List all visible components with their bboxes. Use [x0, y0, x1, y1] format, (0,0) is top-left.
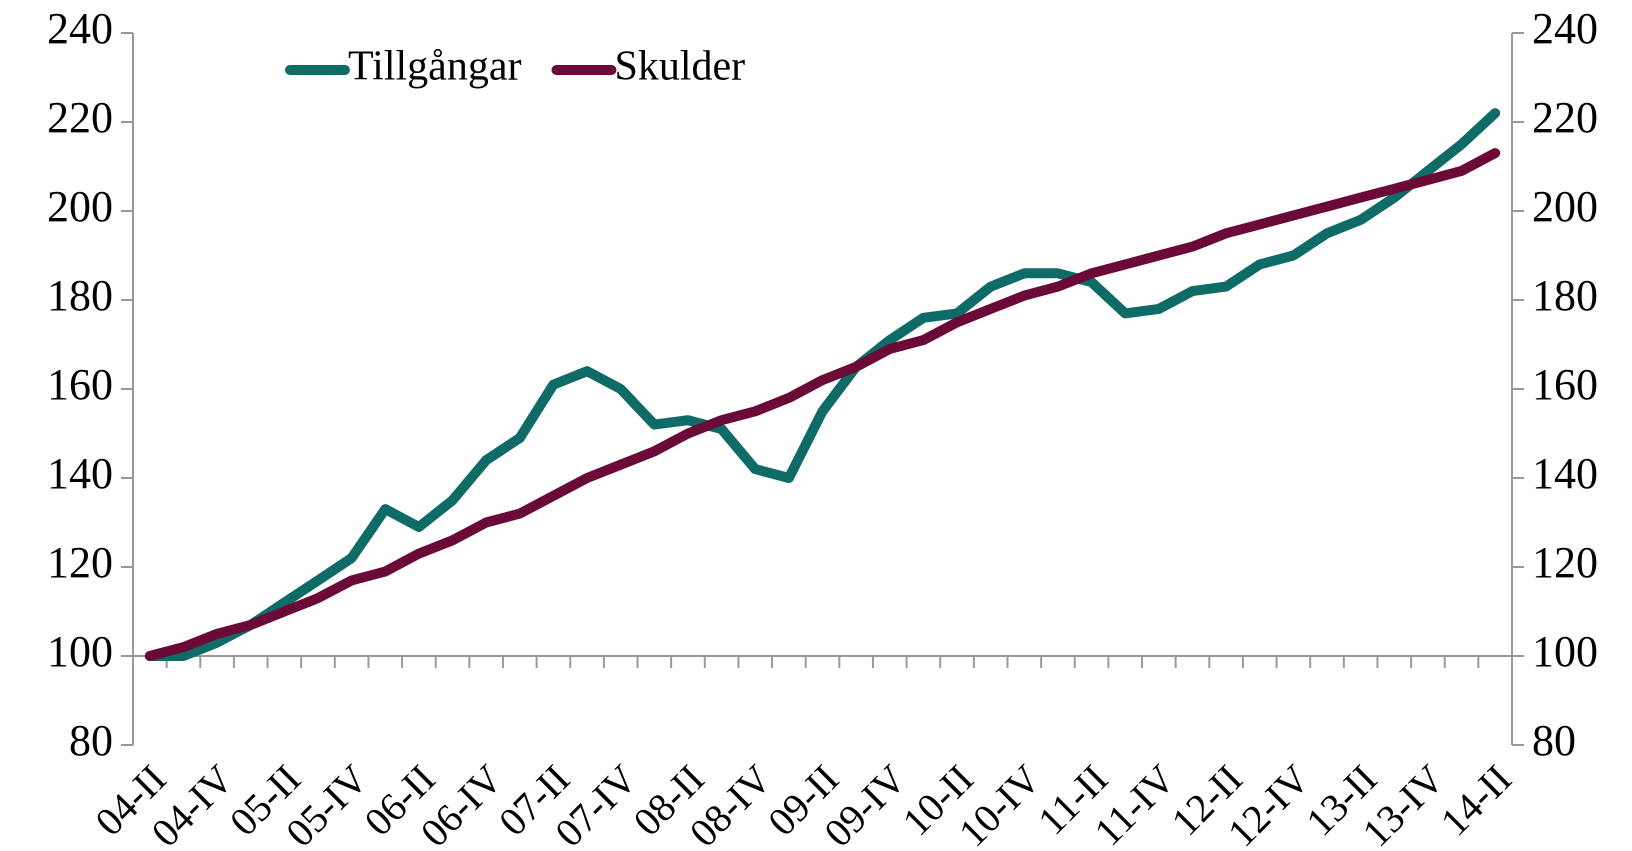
y-tick-label: 220 — [47, 93, 113, 142]
y2-tick-label: 80 — [1532, 716, 1576, 765]
y-tick-label: 80 — [69, 716, 113, 765]
y2-tick-label: 160 — [1532, 360, 1598, 409]
y2-tick-label: 220 — [1532, 93, 1598, 142]
y-tick-label: 160 — [47, 360, 113, 409]
y-tick-label: 100 — [47, 627, 113, 676]
y2-tick-label: 140 — [1532, 449, 1598, 498]
y2-tick-label: 120 — [1532, 538, 1598, 587]
y2-tick-label: 240 — [1532, 4, 1598, 53]
x-tick-label: 14-II — [1432, 756, 1520, 844]
legend-label: Tillgångar — [348, 44, 521, 90]
y-tick-label: 140 — [47, 449, 113, 498]
y2-tick-label: 180 — [1532, 271, 1598, 320]
y2-tick-label: 200 — [1532, 182, 1598, 231]
y-tick-label: 240 — [47, 4, 113, 53]
series-line — [144, 148, 1501, 661]
y-tick-label: 120 — [47, 538, 113, 587]
series-line — [144, 108, 1501, 661]
y-tick-label: 180 — [47, 271, 113, 320]
y2-tick-label: 100 — [1532, 627, 1598, 676]
y-tick-label: 200 — [47, 182, 113, 231]
legend-label: Skulder — [614, 44, 745, 90]
